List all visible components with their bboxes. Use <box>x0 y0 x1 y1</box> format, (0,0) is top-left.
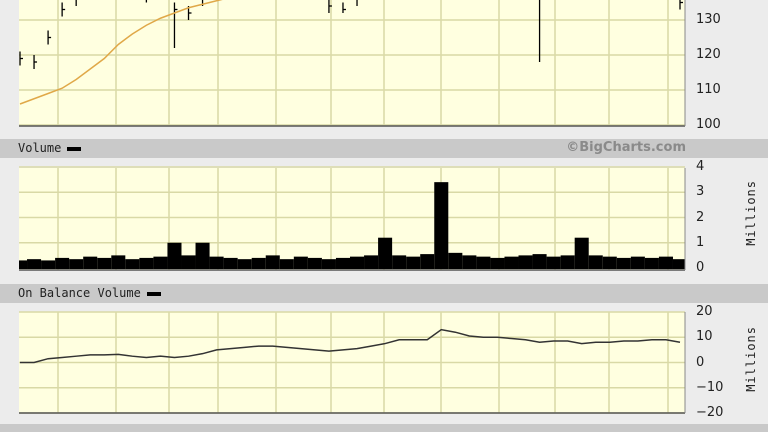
obv-line <box>20 328 681 364</box>
volume-bar <box>434 182 449 269</box>
volume-bar <box>209 256 224 269</box>
volume-bar <box>532 254 547 269</box>
volume-bar <box>307 257 322 269</box>
y-tick-label: 3 <box>696 184 705 200</box>
volume-bar <box>41 260 56 269</box>
volume-bar <box>69 259 84 269</box>
volume-bar <box>83 256 98 269</box>
series-group <box>20 328 681 364</box>
volume-bar <box>195 242 210 269</box>
volume-bar <box>392 255 407 269</box>
volume-bar <box>251 257 266 269</box>
volume-bar <box>574 237 589 269</box>
volume-bar <box>378 237 393 269</box>
volume-bar <box>476 256 491 269</box>
volume-bar <box>27 259 42 269</box>
obv-label: On Balance Volume <box>18 286 141 300</box>
volume-bar <box>350 256 365 269</box>
y-tick-label: 2 <box>696 209 705 225</box>
volume-bar <box>223 257 238 269</box>
volume-bar <box>139 257 154 269</box>
volume-bar <box>181 255 196 269</box>
series-group <box>19 0 683 105</box>
volume-bar <box>335 257 350 269</box>
volume-bar <box>448 252 463 269</box>
volume-bar <box>630 256 645 269</box>
plot-area <box>19 168 685 270</box>
volume-bar <box>462 255 477 269</box>
volume-bar <box>420 254 435 269</box>
y-tick-label: 120 <box>696 47 721 62</box>
series-group <box>19 182 685 269</box>
y-tick-label: −10 <box>696 379 724 395</box>
y-tick-label: 100 <box>696 117 721 132</box>
y-tick-label: 130 <box>696 12 721 27</box>
y-tick-label: 4 <box>696 159 705 174</box>
volume-bar <box>125 259 140 269</box>
volume-bar <box>588 255 603 269</box>
obv-legend-swatch <box>146 291 161 296</box>
y-tick-label: 10 <box>696 329 713 345</box>
volume-bar <box>19 260 28 269</box>
volume-bar <box>55 257 70 269</box>
volume-bar <box>504 256 519 269</box>
volume-bar <box>111 255 126 269</box>
volume-bar <box>321 259 336 269</box>
moving-average-line <box>19 0 223 105</box>
volume-bar <box>560 255 575 269</box>
y-tick-label: 20 <box>696 304 713 319</box>
volume-header: Volume ©BigCharts.com <box>0 139 768 158</box>
volume-bar <box>279 259 294 269</box>
volume-bar <box>265 255 280 269</box>
volume-label: Volume <box>18 141 62 155</box>
volume-bar <box>406 256 421 269</box>
volume-bar <box>490 257 505 269</box>
bottom-band <box>0 424 768 432</box>
brand-watermark: ©BigCharts.com <box>566 140 686 155</box>
y-tick-label: 0 <box>696 354 705 370</box>
volume-legend: Volume <box>18 141 82 155</box>
volume-bar <box>364 255 379 269</box>
volume-bar <box>672 259 685 269</box>
volume-unit-label: Millions <box>744 180 758 246</box>
volume-bar <box>616 257 631 269</box>
obv-unit-label: Millions <box>744 326 758 392</box>
volume-bar <box>546 256 561 269</box>
obv-header: On Balance Volume <box>0 284 768 303</box>
volume-bar <box>602 256 617 269</box>
y-tick-label: 0 <box>696 260 705 275</box>
obv-legend: On Balance Volume <box>18 286 161 300</box>
volume-legend-swatch <box>67 146 82 151</box>
volume-bar <box>293 256 308 269</box>
y-tick-label: 110 <box>696 82 721 97</box>
volume-bar <box>97 257 112 269</box>
y-tick-label: 1 <box>696 234 705 250</box>
volume-bar <box>518 255 533 269</box>
volume-bar <box>237 259 252 269</box>
volume-bar <box>658 256 673 269</box>
y-tick-label: −20 <box>696 405 724 420</box>
volume-bar <box>167 242 182 269</box>
volume-bar <box>644 257 659 269</box>
volume-bar <box>153 256 168 269</box>
plot-area <box>19 0 685 126</box>
